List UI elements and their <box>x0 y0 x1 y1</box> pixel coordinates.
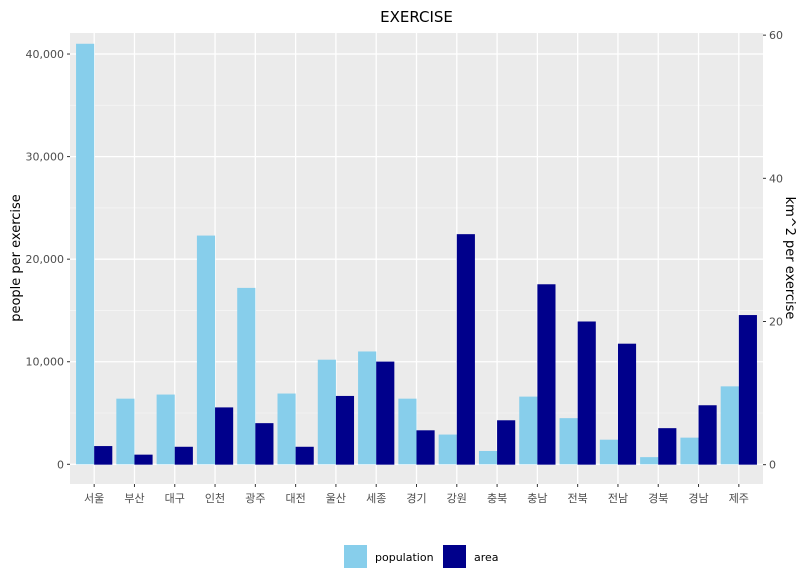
bar-area-3 <box>215 407 234 465</box>
bar-area-5 <box>295 446 314 465</box>
legend-key-area <box>443 545 466 568</box>
bar-area-4 <box>255 423 274 465</box>
bar-population-5 <box>277 393 296 465</box>
x-tick-label: 울산 <box>326 492 346 505</box>
bar-population-9 <box>438 434 457 465</box>
left-axis: 0 10,000 20,000 30,000 40,000 <box>26 48 70 471</box>
bar-area-16 <box>738 315 757 465</box>
bar-area-14 <box>658 428 677 465</box>
left-axis-title: people per exercise <box>9 194 24 322</box>
bar-area-12 <box>577 321 596 465</box>
bar-population-4 <box>237 287 256 465</box>
x-tick-label: 부산 <box>124 492 144 505</box>
bar-population-7 <box>358 351 377 465</box>
right-axis: 0 20 40 60 <box>763 29 783 472</box>
left-tick-label: 10,000 <box>26 356 65 369</box>
x-axis: 서울 부산 대구 인천 광주 대전 울산 세종 경기 강원 충북 충남 전북 전남 경북 경남 제주 <box>84 484 749 505</box>
bar-area-10 <box>497 420 516 465</box>
x-tick-label: 대구 <box>165 492 185 505</box>
left-tick-label: 30,000 <box>26 151 65 164</box>
legend-label-area: area <box>474 551 499 564</box>
bar-area-9 <box>456 234 475 465</box>
x-tick-label: 경남 <box>688 492 708 505</box>
bar-area-15 <box>698 405 717 465</box>
bar-area-8 <box>416 430 435 465</box>
chart-title: EXERCISE <box>380 8 453 26</box>
x-tick-label: 제주 <box>729 492 749 505</box>
bar-population-15 <box>680 437 699 465</box>
bar-population-12 <box>559 418 578 465</box>
right-tick-label: 40 <box>769 172 783 185</box>
bar-area-13 <box>617 343 637 465</box>
legend-key-population <box>344 545 367 568</box>
legend-label-population: population <box>375 551 434 564</box>
bar-population-10 <box>478 450 498 465</box>
x-tick-label: 전북 <box>568 492 588 505</box>
bar-population-2 <box>156 394 175 465</box>
x-tick-label: 전남 <box>608 492 628 505</box>
x-tick-label: 서울 <box>84 492 104 505</box>
right-tick-label: 20 <box>769 315 783 328</box>
right-axis-title: km^2 per exercise <box>782 197 797 320</box>
bar-population-8 <box>398 398 417 465</box>
right-tick-label: 60 <box>769 29 783 42</box>
bar-area-7 <box>376 361 395 465</box>
bar-area-0 <box>94 446 113 465</box>
x-tick-label: 인천 <box>205 491 225 505</box>
right-tick-label: 0 <box>769 459 776 472</box>
bar-population-1 <box>116 398 135 465</box>
left-tick-label: 40,000 <box>26 48 65 61</box>
x-tick-label: 세종 <box>366 492 386 505</box>
x-tick-label: 충남 <box>527 492 547 505</box>
x-tick-label: 경북 <box>648 492 668 505</box>
left-tick-label: 20,000 <box>26 253 65 266</box>
x-tick-label: 광주 <box>245 492 265 505</box>
bar-population-14 <box>640 457 659 465</box>
bar-population-0 <box>76 43 95 465</box>
bar-population-16 <box>720 386 739 465</box>
x-tick-label: 강원 <box>447 492 467 505</box>
bar-population-6 <box>317 359 336 465</box>
x-tick-label: 대전 <box>286 492 306 505</box>
bar-population-13 <box>599 439 618 465</box>
bar-population-3 <box>196 235 216 465</box>
x-tick-label: 경기 <box>406 492 426 505</box>
x-tick-label: 충북 <box>487 492 507 505</box>
bars <box>76 43 757 465</box>
bar-area-6 <box>335 395 355 465</box>
bar-area-2 <box>174 446 193 465</box>
bar-population-11 <box>519 396 538 465</box>
bar-area-1 <box>134 454 153 465</box>
legend: population area <box>344 545 499 568</box>
bar-area-11 <box>537 284 556 465</box>
left-tick-label: 0 <box>57 458 64 471</box>
